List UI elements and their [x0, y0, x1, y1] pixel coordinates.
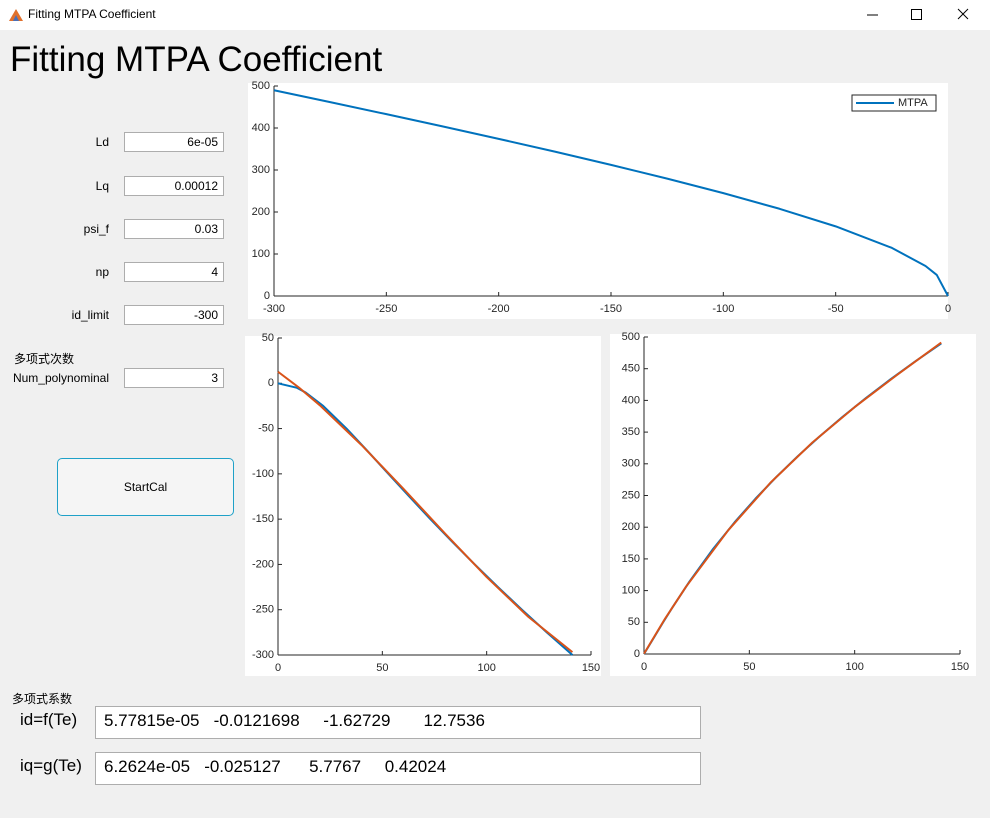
y-tick-label: -100 [252, 468, 274, 480]
field-label: Lq [95, 179, 109, 193]
y-tick-label: 450 [622, 363, 640, 375]
x-tick-label: 100 [477, 662, 495, 674]
x-tick-label: -200 [488, 303, 510, 315]
x-tick-label: -250 [375, 303, 397, 315]
y-tick-label: 100 [622, 585, 640, 597]
field-label: Num_polynominal [12, 371, 109, 385]
result-label: iq=g(Te) [20, 756, 82, 775]
series-line [643, 341, 942, 655]
y-tick-label: 0 [634, 648, 640, 660]
field-input[interactable]: 4 [124, 262, 224, 282]
y-tick-label: -50 [258, 422, 274, 434]
field-label: id_limit [71, 308, 109, 322]
field-label: Ld [95, 135, 109, 149]
window-controls[interactable] [860, 5, 985, 25]
start-button[interactable]: StartCal [57, 458, 234, 516]
y-tick-label: 500 [252, 80, 270, 92]
plot-background [610, 334, 976, 676]
heading: Fitting MTPA Coefficient [10, 40, 383, 79]
y-tick-label: 150 [622, 553, 640, 565]
y-tick-label: -250 [252, 604, 274, 616]
field-input[interactable]: 6e-05 [124, 132, 224, 152]
window-title: Fitting MTPA Coefficient [28, 7, 156, 21]
x-tick-label: 50 [376, 662, 388, 674]
y-tick-label: 50 [628, 616, 640, 628]
x-tick-label: 100 [845, 661, 863, 673]
x-tick-label: 150 [951, 661, 969, 673]
y-tick-label: 0 [268, 377, 274, 389]
section-label: 多项式系数 [12, 692, 73, 706]
field-input[interactable]: 0.03 [124, 219, 224, 239]
x-tick-label: 50 [743, 661, 755, 673]
field-label: np [95, 265, 109, 279]
x-tick-label: 0 [641, 661, 647, 673]
x-tick-label: -100 [712, 303, 734, 315]
field-input[interactable]: 3 [124, 368, 224, 388]
field-label: psi_f [83, 222, 109, 236]
field-input[interactable]: 0.00012 [124, 176, 224, 196]
series-line [273, 89, 949, 297]
x-tick-label: 0 [945, 303, 951, 315]
y-tick-label: -300 [252, 649, 274, 661]
y-tick-label: -200 [252, 558, 274, 570]
x-tick-label: -150 [600, 303, 622, 315]
plot-background [248, 83, 948, 319]
section-label: 多项式次数 [14, 352, 75, 366]
result-box: 6.2624e-05 -0.025127 5.7767 0.42024 [95, 752, 701, 785]
y-tick-label: 400 [252, 122, 270, 134]
y-tick-label: 350 [622, 426, 640, 438]
legend-label: MTPA [898, 97, 928, 109]
y-tick-label: 400 [622, 394, 640, 406]
field-input[interactable]: -300 [124, 305, 224, 325]
y-tick-label: 300 [622, 458, 640, 470]
x-tick-label: 0 [275, 662, 281, 674]
y-tick-label: 250 [622, 489, 640, 501]
app-icon [9, 9, 23, 21]
y-tick-label: 200 [622, 521, 640, 533]
result-box: 5.77815e-05 -0.0121698 -1.62729 12.7536 [95, 706, 701, 739]
y-tick-label: 200 [252, 206, 270, 218]
y-tick-label: 50 [262, 332, 274, 344]
result-label: id=f(Te) [20, 710, 78, 729]
series-line [277, 370, 574, 653]
x-tick-label: 150 [582, 662, 600, 674]
y-tick-label: 300 [252, 164, 270, 176]
x-tick-label: -300 [263, 303, 285, 315]
y-tick-label: 100 [252, 248, 270, 260]
y-tick-label: 0 [264, 290, 270, 302]
y-tick-label: 500 [622, 331, 640, 343]
x-tick-label: -50 [828, 303, 844, 315]
y-tick-label: -150 [252, 513, 274, 525]
title-bar: Fitting MTPA Coefficient [0, 0, 990, 30]
